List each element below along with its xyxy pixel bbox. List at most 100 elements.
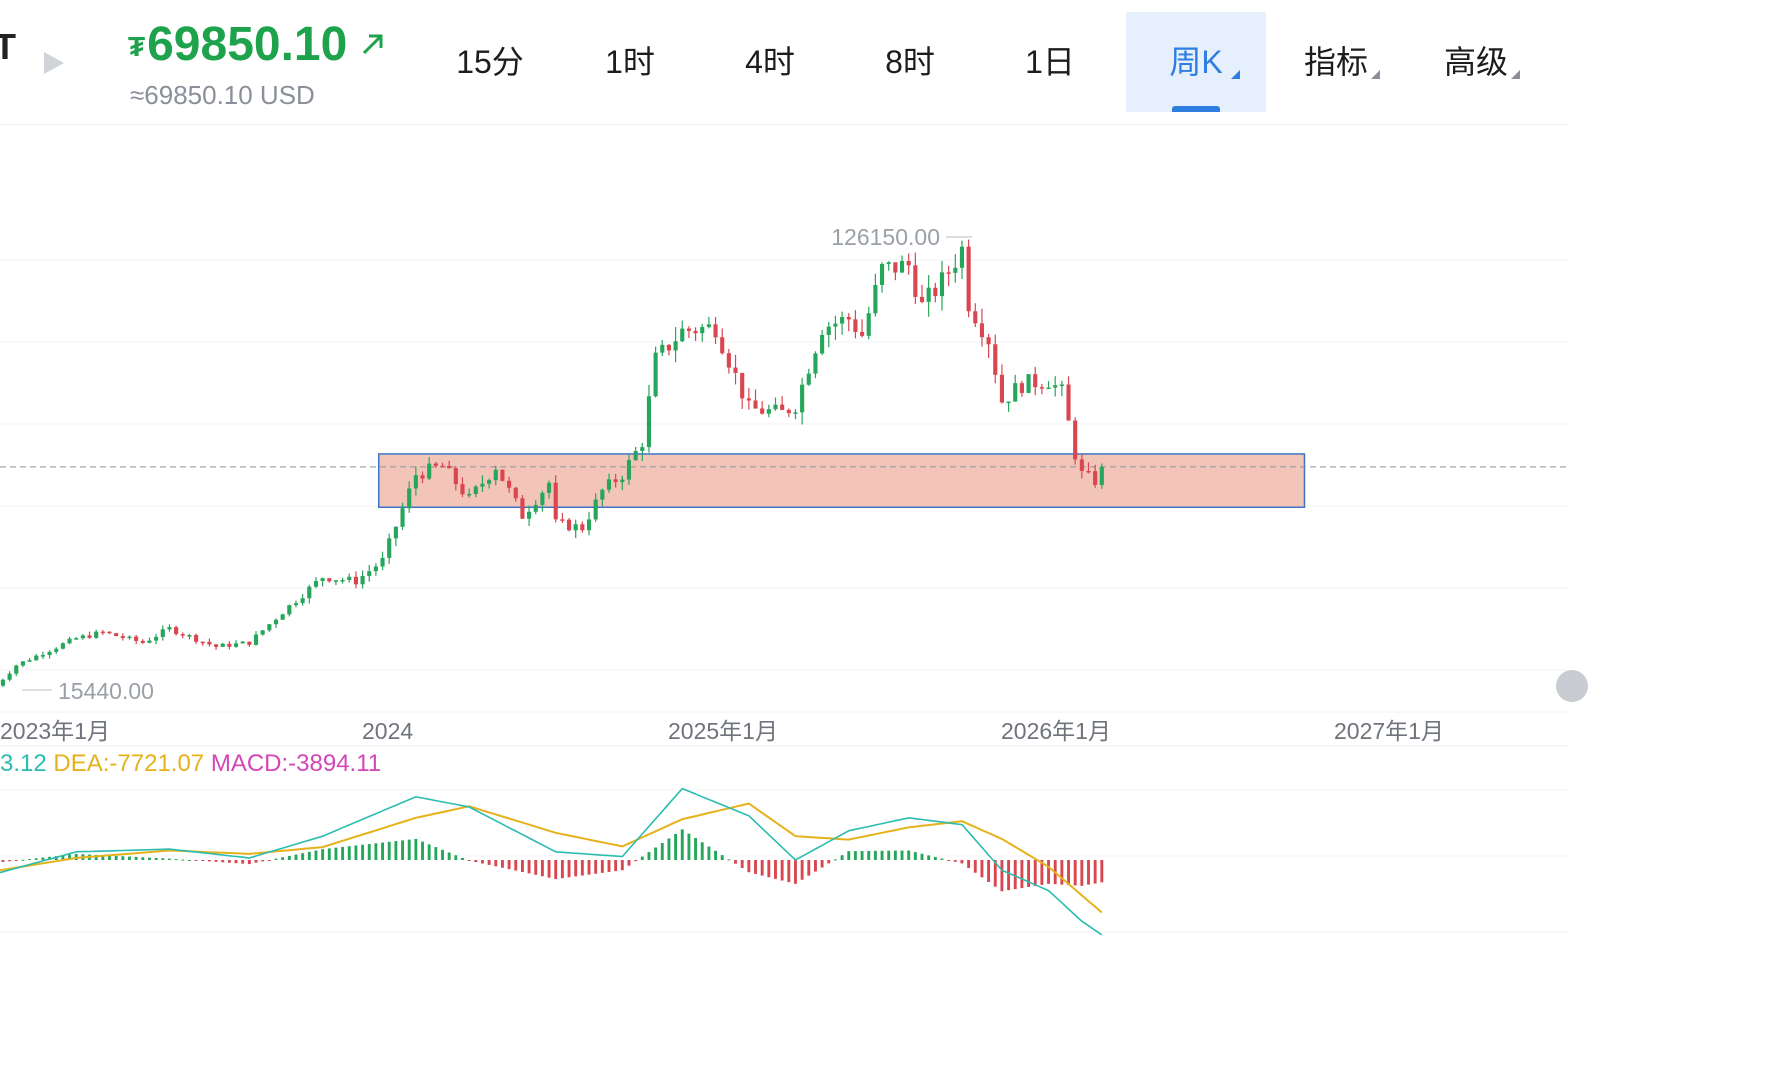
- candle-body: [220, 643, 225, 647]
- tab-1d[interactable]: 1日: [980, 12, 1120, 112]
- macd-histogram-bar: [940, 858, 944, 860]
- candle-body: [174, 627, 179, 635]
- candle-body: [626, 460, 632, 480]
- macd-histogram-bar: [74, 853, 78, 860]
- candle-body: [899, 260, 905, 273]
- candle-body: [953, 267, 958, 273]
- candle-body: [666, 344, 671, 351]
- candle-body: [373, 566, 378, 572]
- macd-histogram-bar: [108, 855, 111, 860]
- candle-body: [140, 640, 145, 643]
- macd-histogram-bar: [720, 855, 724, 860]
- tab-advanced[interactable]: 高级: [1406, 12, 1546, 112]
- candle-body: [973, 311, 978, 324]
- candle-body: [34, 655, 39, 661]
- candle-body: [1099, 466, 1104, 485]
- candle-body: [67, 638, 72, 644]
- tab-4h[interactable]: 4时: [700, 12, 840, 112]
- candle-body: [760, 408, 765, 414]
- candle-body: [820, 334, 825, 354]
- macd-legend: 3.12 DEA:-7721.07 MACD:-3894.11: [0, 750, 381, 780]
- macd-histogram-bar: [128, 856, 131, 860]
- x-axis-tick-label: 2024: [362, 718, 413, 744]
- candle-body: [746, 398, 751, 401]
- macd-histogram-bar: [174, 859, 178, 861]
- macd-histogram-bar: [361, 844, 365, 860]
- macd-value-label: MACD:-3894.11: [210, 750, 382, 777]
- macd-histogram-bar: [161, 858, 165, 860]
- macd-histogram-bar: [321, 849, 325, 860]
- macd-histogram-bar: [760, 860, 764, 876]
- macd-histogram-bar: [654, 847, 658, 860]
- candle-body: [440, 465, 445, 468]
- macd-histogram-bar: [647, 852, 651, 860]
- macd-histogram-bar: [194, 860, 198, 861]
- candle-body: [500, 469, 505, 481]
- candle-body: [1039, 387, 1044, 389]
- candle-body: [933, 287, 938, 297]
- macd-histogram-bar: [747, 860, 751, 873]
- macd-histogram-bar: [8, 860, 12, 862]
- candle-body: [253, 634, 259, 645]
- play-icon[interactable]: [44, 52, 64, 74]
- macd-histogram-bar: [94, 854, 98, 860]
- macd-histogram-bar: [1020, 860, 1024, 889]
- tab-1h[interactable]: 1时: [560, 12, 700, 112]
- macd-histogram-bar: [887, 850, 891, 860]
- macd-histogram-bar: [28, 859, 32, 861]
- macd-histogram-bar: [547, 860, 551, 878]
- candle-body: [573, 524, 578, 531]
- macd-histogram-bar: [481, 860, 484, 864]
- candle-body: [214, 644, 219, 647]
- macd-histogram-bar: [1100, 860, 1104, 883]
- macd-histogram-bar: [620, 860, 624, 871]
- macd-histogram-bar: [594, 860, 598, 874]
- candle-body: [233, 643, 239, 647]
- candle-body: [979, 323, 985, 338]
- candle-body: [120, 636, 125, 638]
- candle-body: [646, 396, 652, 448]
- macd-histogram-bar: [687, 833, 691, 860]
- candle-body: [453, 468, 458, 485]
- candle-body: [300, 598, 305, 604]
- macd-histogram-bar: [227, 860, 231, 863]
- candle-body: [780, 404, 785, 410]
- macd-histogram-bar: [867, 850, 871, 860]
- candle-body: [147, 640, 152, 643]
- scroll-handle[interactable]: [1556, 670, 1588, 702]
- candle-body: [333, 580, 339, 582]
- candle-body: [127, 636, 132, 639]
- macd-histogram-bar: [21, 859, 25, 861]
- candle-body: [1013, 383, 1018, 402]
- tab-15m[interactable]: 15分: [420, 12, 560, 112]
- macd-histogram-bar: [794, 860, 797, 884]
- macd-histogram-bar: [560, 860, 564, 879]
- candle-body: [560, 519, 565, 521]
- candle-body: [460, 484, 465, 495]
- tab-label: 高级: [1443, 44, 1508, 80]
- support-zone: [378, 453, 1306, 509]
- candle-body: [100, 631, 105, 634]
- price-chart[interactable]: 126150.00 15440.00 2023年1月 2024 2025年1月 2026年…: [0, 124, 1568, 956]
- tab-weekly[interactable]: 周K: [1126, 12, 1266, 112]
- macd-histogram-bar: [1033, 860, 1037, 886]
- tab-8h[interactable]: 8时: [840, 12, 980, 112]
- candle-body: [813, 353, 818, 374]
- macd-histogram-bar: [807, 860, 811, 876]
- symbol-name-fragment[interactable]: T: [0, 26, 16, 67]
- active-tab-indicator: [1172, 106, 1220, 112]
- macd-histogram-bar: [1087, 860, 1090, 885]
- macd-histogram-bar: [833, 859, 837, 861]
- candle-body: [1019, 383, 1024, 393]
- macd-histogram-bar: [800, 860, 804, 880]
- macd-histogram-bar: [694, 837, 698, 860]
- candle-body: [420, 475, 425, 479]
- candle-body: [187, 635, 192, 637]
- macd-histogram-bar: [281, 857, 285, 860]
- candle-body: [307, 586, 312, 599]
- candle-body: [380, 557, 385, 567]
- macd-histogram-bar: [254, 860, 258, 863]
- tab-indicators[interactable]: 指标: [1266, 12, 1406, 112]
- candle-body: [793, 412, 798, 414]
- macd-histogram-bar: [607, 860, 611, 872]
